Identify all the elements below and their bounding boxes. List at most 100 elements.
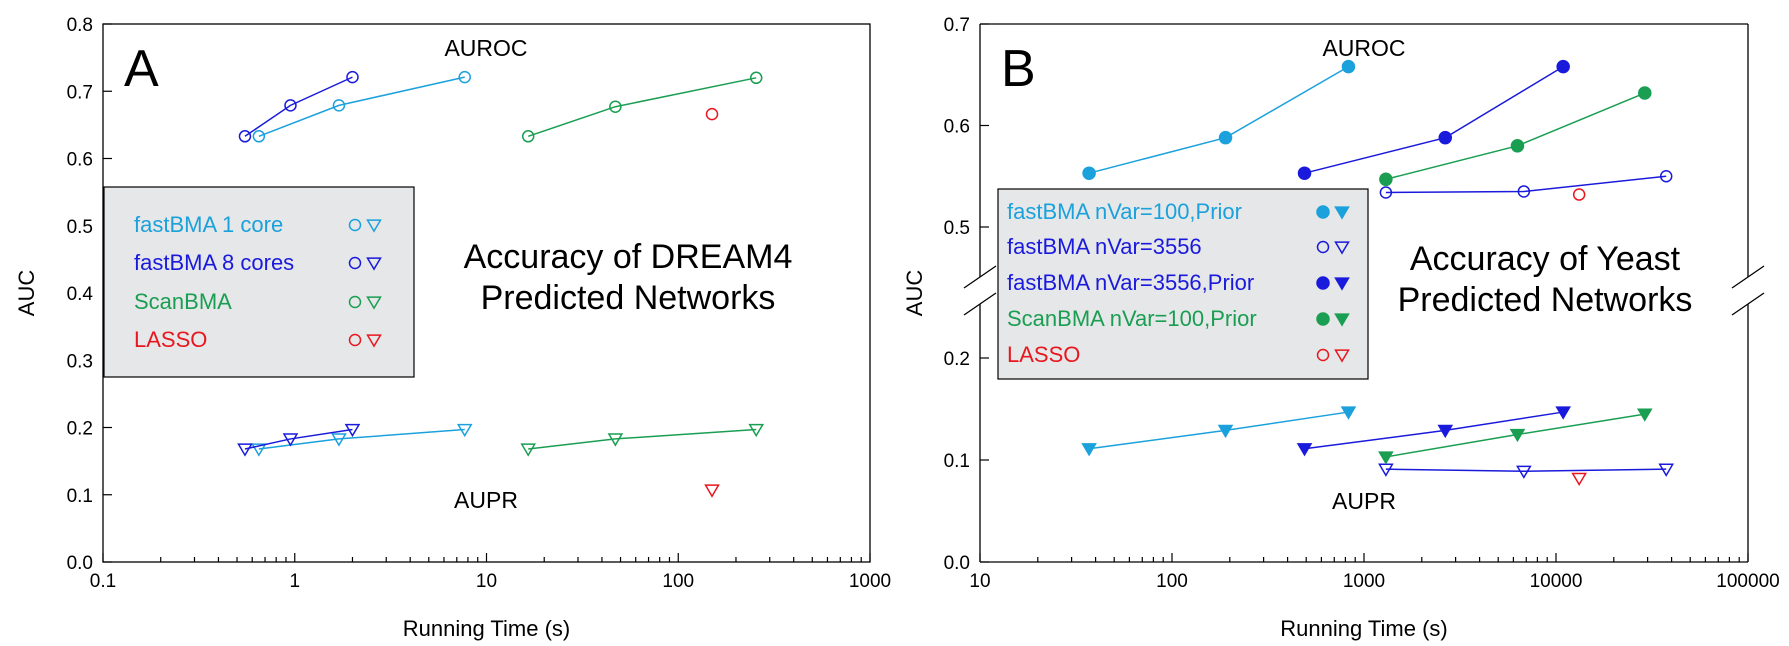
panel-b-series-2-aupr-point-0 (1296, 443, 1313, 457)
panel-b-series-1-aupr-point-1 (1516, 465, 1532, 479)
panel-a-legend-label: LASSO (134, 327, 207, 352)
panel-a-legend-label: fastBMA 1 core (134, 212, 283, 237)
panel-b-series-0-aupr-point-1 (1217, 424, 1234, 439)
panel-a-series-2-auroc-point-0 (521, 130, 535, 143)
panel-a-series-0-aupr-point-0 (251, 443, 267, 457)
panel-b-title-line-2: Predicted Networks (1398, 281, 1693, 319)
panel-a-legend-label: fastBMA 8 cores (134, 250, 294, 275)
panel-a-y-tick-label: 0.2 (67, 419, 93, 440)
panel-b-series-1-aupr-line (1385, 468, 1667, 472)
panel-a-legend-triangle-marker (366, 334, 382, 348)
panel-b-series-0-auroc-point-0 (1082, 166, 1096, 180)
panel-b-legend-circle-marker (1316, 240, 1330, 254)
panel-b-legend-triangle-marker (1334, 277, 1350, 291)
panel-a-y-axis-title: AUC (14, 270, 39, 317)
panel-b-series-3-aupr-point-0 (1378, 451, 1394, 465)
panel-a-legend-triangle-marker (366, 296, 382, 310)
panel-b-letter: B (1001, 40, 1036, 98)
panel-b-legend-box (997, 188, 1369, 380)
panel-a-x-tick-label: 1000 (849, 571, 891, 592)
panel-b-y-tick-label: 0.0 (944, 553, 970, 574)
panel-a-series-1-aupr-line (244, 428, 353, 450)
panel-a-title-line-1: Accuracy of DREAM4 (464, 238, 793, 276)
panel-a-y-tick-label: 0.0 (67, 553, 93, 574)
panel-b-y-tick-label: 0.7 (944, 15, 970, 36)
panel-b-x-tick-label: 10 (969, 571, 990, 592)
panel-b-legend-label: fastBMA nVar=3556,Prior (1007, 270, 1254, 295)
panel-b-series-1-auroc-point-2 (1659, 170, 1673, 183)
panel-b-series-3-auroc-line (1385, 92, 1646, 181)
panel-b-axis-break-mark-right (1731, 292, 1765, 316)
panel-a-series-2-auroc-point-1 (609, 100, 622, 113)
panel-a-series-2-auroc-point-2 (749, 71, 763, 85)
panel-b-series-3-aupr-point-2 (1636, 408, 1653, 422)
panel-b-axis-break-mark-left (963, 265, 997, 289)
panel-b-legend-label: LASSO (1007, 342, 1080, 367)
panel-b-series-0-auroc-point-2 (1341, 59, 1356, 74)
panel-a-aupr-label: AUPR (454, 487, 518, 513)
panel-a-y-tick-label: 0.3 (67, 351, 93, 372)
panel-b-legend-label: fastBMA nVar=3556 (1007, 234, 1202, 259)
panel-b-series-2-auroc-point-1 (1438, 130, 1453, 145)
panel-b-x-tick-label: 1000 (1343, 571, 1385, 592)
panel-a-y-tick-label: 0.6 (67, 150, 93, 171)
panel-a-series-2-aupr-point-1 (607, 433, 624, 447)
panel-b-legend-circle-marker (1316, 276, 1330, 290)
panel-b-title-line-1: Accuracy of Yeast (1410, 240, 1681, 278)
panel-b-series-2-auroc-point-2 (1556, 59, 1570, 74)
panel-b-legend-label: fastBMA nVar=100,Prior (1007, 199, 1242, 224)
panel-a-series-3-auroc-point-0 (705, 107, 719, 121)
panel-b-aupr-label: AUPR (1332, 488, 1396, 514)
panel-a-y-tick-label: 0.5 (67, 217, 93, 238)
panel-a-x-tick-label: 0.1 (90, 571, 116, 592)
panel-a-x-tick-label: 100 (662, 571, 694, 592)
panel-a-title-line-2: Predicted Networks (481, 279, 776, 317)
panel-b-y-axis-title: AUC (902, 270, 927, 317)
panel-b-x-axis-title: Running Time (s) (1280, 616, 1448, 641)
panel-b-chart: 0.0 0.1 0.2 0.5 0.6 0.7 10 100 1000 10000 100000 Ru… (902, 15, 1780, 641)
panel-a-y-tick-label: 0.7 (67, 82, 93, 103)
panel-a-y-tick-label: 0.4 (67, 284, 94, 305)
panel-a-legend-circle-marker (348, 256, 362, 270)
panel-b-series-2-aupr-line (1304, 411, 1564, 450)
panel-a-legend-triangle-marker (366, 219, 382, 233)
panel-b-series-1-auroc-point-1 (1517, 185, 1531, 198)
panel-a-x-axis-title: Running Time (s) (403, 616, 571, 641)
panel-a-series-2-aupr-point-2 (748, 423, 765, 438)
panel-b-legend-label: ScanBMA nVar=100,Prior (1007, 306, 1257, 331)
panel-b-y-tick-label: 0.5 (944, 218, 970, 239)
panel-b-series-0-aupr-point-2 (1340, 406, 1357, 420)
panel-a-legend-circle-marker (348, 218, 362, 232)
panel-b-legend-triangle-marker (1334, 206, 1350, 220)
panel-b-series-3-auroc-point-0 (1379, 172, 1393, 187)
panel-a-series-0-auroc-point-2 (458, 70, 471, 84)
panel-b-y-tick-label: 0.1 (944, 451, 970, 472)
panel-b-auroc-label: AUROC (1322, 35, 1405, 61)
panel-b-series-1-auroc-line (1385, 175, 1667, 194)
panel-b-series-1-aupr-point-2 (1658, 463, 1675, 477)
panel-b-x-tick-label: 100 (1156, 571, 1188, 592)
panel-a-legend-circle-marker (348, 295, 362, 309)
panel-a-legend-circle-marker (348, 333, 362, 347)
panel-b-series-3-aupr-point-1 (1509, 428, 1526, 443)
panel-b-legend-triangle-marker (1334, 349, 1350, 363)
panel-b-series-4-aupr-point-0 (1571, 472, 1587, 487)
panel-b-series-3-auroc-point-2 (1638, 86, 1652, 100)
panel-a-series-1-aupr-point-1 (282, 433, 299, 447)
panel-a-series-1-auroc-line (244, 76, 353, 137)
panel-a-series-0-auroc-line (258, 76, 465, 138)
panel-b-legend-triangle-marker (1334, 241, 1350, 255)
panel-a-y-tick-label: 0.8 (67, 15, 93, 36)
panel-a-legend-triangle-marker (366, 257, 382, 271)
panel-b-series-0-auroc-point-1 (1218, 130, 1233, 145)
panel-b-series-4-auroc-point-0 (1572, 188, 1586, 201)
panel-a-series-1-aupr-point-2 (344, 423, 361, 438)
panel-a-y-tick-label: 0.1 (67, 486, 93, 507)
panel-a-series-1-aupr-point-0 (237, 443, 253, 457)
panel-a-x-tick-label: 10 (476, 571, 497, 592)
panel-b-legend-circle-marker (1316, 348, 1330, 362)
panel-b-y-tick-label: 0.2 (944, 349, 970, 370)
panel-a-series-2-auroc-line (527, 77, 757, 138)
panel-b-series-0-auroc-line (1088, 65, 1349, 174)
